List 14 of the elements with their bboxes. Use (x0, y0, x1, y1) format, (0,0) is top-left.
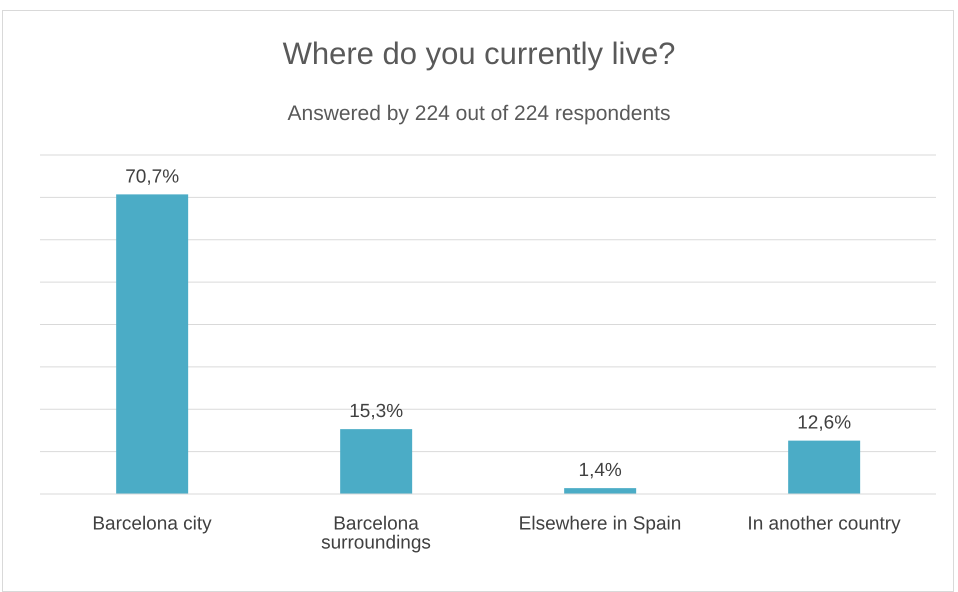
data-label: 12,6% (797, 412, 852, 434)
data-label: 15,3% (349, 401, 404, 422)
bar (116, 194, 188, 494)
x-tick-label: Barcelona surroundings (321, 513, 431, 554)
data-label: 1,4% (578, 460, 622, 482)
x-tick-label: Elsewhere in Spain (518, 513, 682, 534)
chart-subtitle: Answered by 224 out of 224 respondents (286, 102, 672, 126)
bar (564, 488, 636, 494)
x-tick-label: In another country (747, 513, 902, 534)
bar (340, 429, 412, 494)
chart-title: Where do you currently live? (282, 36, 676, 72)
x-tick-label: Barcelona city (92, 513, 212, 534)
bar (788, 440, 860, 494)
data-label: 70,7% (125, 166, 180, 188)
